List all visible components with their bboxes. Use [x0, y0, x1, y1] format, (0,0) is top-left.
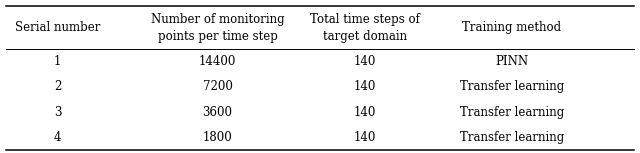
Text: PINN: PINN — [495, 55, 529, 68]
Text: 140: 140 — [354, 106, 376, 119]
Text: 140: 140 — [354, 80, 376, 93]
Text: Serial number: Serial number — [15, 21, 100, 34]
Text: 2: 2 — [54, 80, 61, 93]
Text: Number of monitoring
points per time step: Number of monitoring points per time ste… — [151, 13, 284, 43]
Text: 140: 140 — [354, 131, 376, 144]
Text: Total time steps of
target domain: Total time steps of target domain — [310, 13, 420, 43]
Text: 3600: 3600 — [203, 106, 232, 119]
Text: 3: 3 — [54, 106, 61, 119]
Text: Transfer learning: Transfer learning — [460, 80, 564, 93]
Text: 1800: 1800 — [203, 131, 232, 144]
Text: 7200: 7200 — [203, 80, 232, 93]
Text: Training method: Training method — [463, 21, 561, 34]
Text: 140: 140 — [354, 55, 376, 68]
Text: Transfer learning: Transfer learning — [460, 131, 564, 144]
Text: 14400: 14400 — [199, 55, 236, 68]
Text: 4: 4 — [54, 131, 61, 144]
Text: Transfer learning: Transfer learning — [460, 106, 564, 119]
Text: 1: 1 — [54, 55, 61, 68]
